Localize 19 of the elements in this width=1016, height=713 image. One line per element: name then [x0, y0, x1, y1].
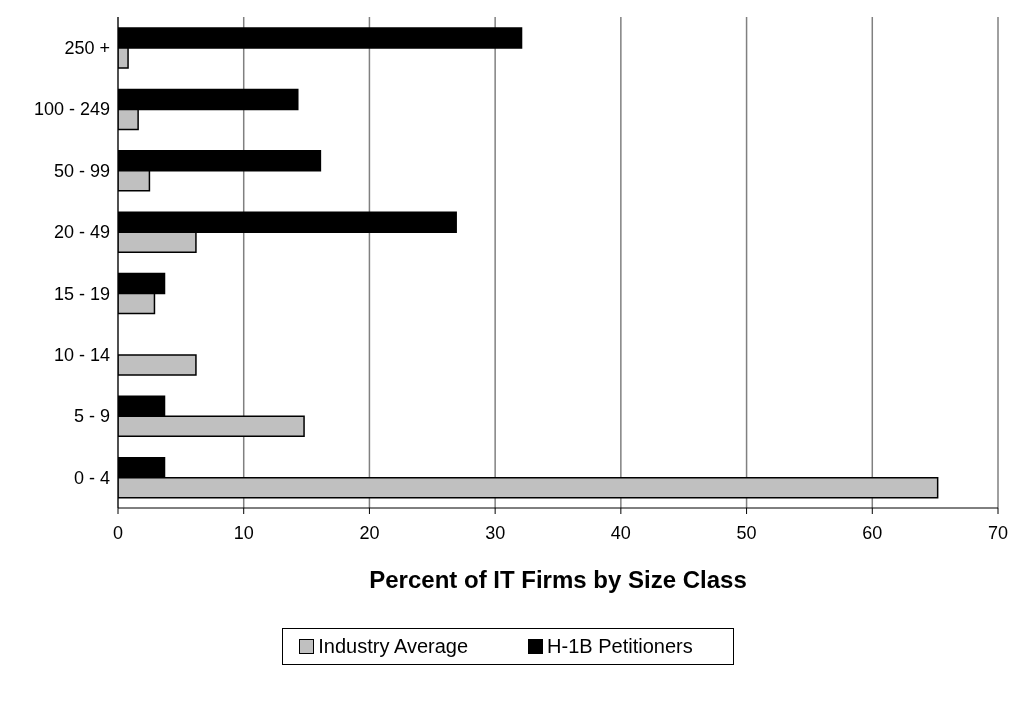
x-tick-label: 60: [862, 522, 883, 543]
x-tick-label: 40: [610, 522, 631, 543]
y-tick-label: 15 - 19: [53, 283, 110, 304]
x-tick-label: 10: [233, 522, 254, 543]
x-axis-title: Percent of IT Firms by Size Class: [369, 566, 747, 593]
y-tick-label: 20 - 49: [53, 222, 110, 243]
y-tick-label: 100 - 249: [33, 99, 110, 120]
y-tick-label: 250 +: [64, 38, 110, 59]
x-tick-label: 20: [359, 522, 380, 543]
x-tick-label: 50: [736, 522, 757, 543]
x-tick-label: 70: [987, 522, 1009, 543]
y-tick-label: 50 - 99: [53, 160, 110, 181]
y-tick-label: 5 - 9: [73, 406, 110, 427]
legend-label: H-1B Petitioners: [546, 635, 693, 658]
y-tick-label: 0 - 4: [73, 467, 110, 488]
y-tick-label: 10 - 14: [53, 344, 110, 365]
legend-label: Industry Average: [317, 635, 469, 658]
x-tick-label: 0: [112, 522, 124, 543]
x-tick-label: 30: [485, 522, 506, 543]
